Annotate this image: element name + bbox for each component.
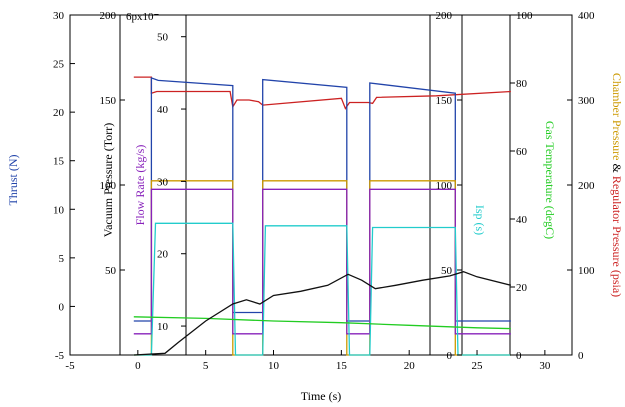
vacuum-tick-label: 100: [100, 180, 117, 192]
x-tick-label: 20: [404, 360, 416, 372]
x-tick-label: 5: [203, 360, 209, 372]
flow-tick-label: 20: [157, 249, 169, 261]
isp-axis-title: Isp (s): [473, 205, 487, 235]
thrust-tick-label: 10: [53, 204, 65, 216]
series-line-1: [133, 76, 511, 110]
plot-frames: [69, 14, 573, 356]
ampersand-label: &: [610, 161, 624, 176]
vacuum-axis-title: Vacuum Pressure (Torr): [101, 123, 115, 237]
x-tick-label: 25: [472, 360, 484, 372]
vacuum-tick-label: 200: [100, 10, 117, 22]
pressure-tick-label: 200: [578, 180, 595, 192]
x-tick-label: 0: [135, 360, 141, 372]
pressure-axis-title: Chamber Pressure & Regulator Pressure (p…: [610, 73, 624, 297]
flow-tick-label: 40: [157, 104, 169, 116]
pressure-tick-label: 300: [578, 95, 595, 107]
isp-tick-label: 50: [441, 265, 453, 277]
isp-tick-label: 100: [436, 180, 453, 192]
gastemp-tick-label: 40: [516, 214, 528, 226]
flow-tick-label: 30: [157, 176, 169, 188]
gastemp-tick-label: 60: [516, 146, 528, 158]
flow-tick-label: 10: [157, 321, 169, 333]
flow-axis-title: Flow Rate (kg/s): [133, 145, 147, 226]
series-line-6: [133, 316, 511, 330]
isp-tick-label: 0: [447, 350, 453, 362]
series-line-5: [133, 222, 511, 356]
x-axis: -5 0 5 10 15 20 25 30: [65, 350, 551, 372]
series-line-7: [133, 271, 512, 356]
pressure-tick-label: 0: [578, 350, 584, 362]
series-line-4: [133, 188, 511, 335]
flow-exponent-label: 6px10⁻: [126, 11, 160, 23]
isp-tick-label: 200: [436, 10, 453, 22]
isp-tick-label: 150: [436, 95, 453, 107]
series-line-3: [133, 180, 511, 356]
chamber-pressure-label: Chamber Pressure: [610, 73, 624, 161]
thrust-tick-label: 25: [53, 59, 65, 71]
vacuum-tick-label: 50: [105, 265, 117, 277]
y-axes: -505101520253050100150200102030405005010…: [53, 10, 595, 362]
flow-tick-label: 50: [157, 32, 169, 44]
gastemp-tick-label: 20: [516, 282, 528, 294]
x-tick-label: 15: [336, 360, 348, 372]
pressure-tick-label: 400: [578, 10, 595, 22]
thrust-axis-title: Thrust (N): [6, 155, 20, 206]
thrust-tick-label: 0: [59, 301, 65, 313]
thrust-tick-label: 20: [53, 107, 65, 119]
x-tick-label: 10: [268, 360, 280, 372]
x-tick-label: -5: [65, 360, 75, 372]
gastemp-tick-label: 0: [516, 350, 522, 362]
thrust-tick-label: -5: [55, 350, 65, 362]
x-axis-title: Time (s): [301, 389, 342, 403]
series-line-2: [133, 76, 511, 322]
gastemp-tick-label: 80: [516, 78, 528, 90]
gastemp-tick-label: 100: [516, 10, 533, 22]
x-tick-label: 30: [539, 360, 551, 372]
thrust-tick-label: 15: [53, 156, 65, 168]
regulator-pressure-label: Regulator Pressure (psia): [610, 176, 624, 297]
pressure-tick-label: 100: [578, 265, 595, 277]
thrust-tick-label: 5: [59, 253, 65, 265]
thrust-tick-label: 30: [53, 10, 65, 22]
vacuum-tick-label: 150: [100, 95, 117, 107]
gastemp-axis-title: Gas Temperature (degC): [543, 121, 557, 239]
series-layer: [133, 76, 512, 356]
